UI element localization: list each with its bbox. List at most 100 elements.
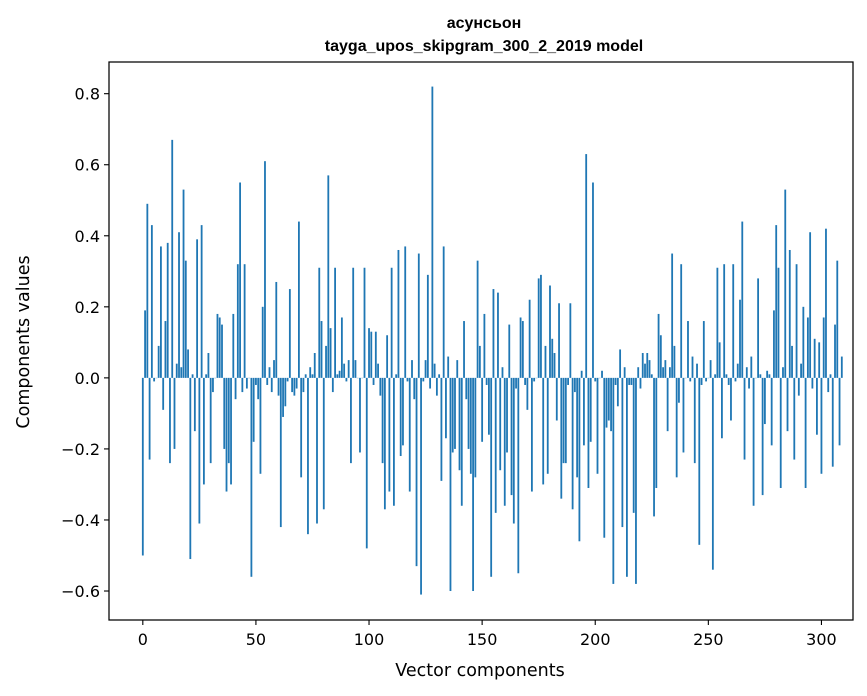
bar [741,221,744,378]
bar [370,331,373,378]
bar [517,377,520,574]
bar [553,353,556,378]
bar [363,267,366,378]
bar [193,377,196,432]
bar [160,246,162,378]
bar [345,377,348,382]
bar [641,353,644,378]
bar [766,370,769,378]
bar [655,377,658,488]
bar [644,363,646,378]
bar [279,377,282,528]
bar [567,377,569,385]
bar [293,377,296,396]
bar [714,374,717,378]
bar [148,377,151,460]
bar [797,377,800,396]
bar [488,377,490,435]
bar [141,377,144,556]
bar [763,377,766,425]
bar [485,377,488,385]
bar [298,221,300,378]
bar [519,317,522,378]
bar [784,189,787,378]
bar-series [141,86,843,595]
x-tick-label: 100 [354,630,385,649]
bar [745,367,748,378]
bar [585,154,588,378]
bar [275,281,278,378]
bar [494,377,497,513]
bar [415,377,418,567]
bar [653,377,655,517]
plot-area-frame [108,61,854,621]
bar [264,161,266,378]
bar [521,321,524,378]
bar [587,377,590,488]
bar [175,363,178,378]
bar [748,377,750,389]
bar [540,274,542,378]
bar [802,306,805,378]
bar [621,377,624,528]
bar [530,377,533,492]
bar [350,377,352,464]
bar [501,367,504,378]
bar [162,377,165,410]
bar [736,363,739,378]
y-tick-label: 0.2 [75,298,100,317]
bar [277,377,280,396]
bar [716,267,719,378]
bar [438,374,441,378]
bar [528,299,531,378]
bar [320,321,323,378]
bar [806,317,809,378]
bar [770,377,773,446]
bar [791,345,793,378]
bar [481,377,484,442]
bar [411,360,413,378]
bar [607,377,610,421]
bar [689,377,692,382]
bar [583,377,585,446]
bar [650,374,653,378]
bar [816,377,818,435]
bar [702,321,705,378]
bar [743,377,746,460]
bar [610,377,612,432]
bar [623,367,626,378]
bar [811,377,814,389]
bar [698,377,701,545]
bar [757,278,760,378]
y-tick-label: −0.4 [61,511,100,530]
bar [773,310,775,378]
bar [594,377,597,382]
bar [555,377,558,421]
bar [668,367,671,378]
bar [612,377,615,584]
bar [827,377,830,393]
y-tick-label: 0.0 [75,369,100,388]
bar [300,377,303,478]
bar [191,374,194,378]
bar [413,377,416,400]
bar [393,377,395,506]
bar [359,377,361,453]
bar [198,377,201,524]
bar [673,345,676,378]
bar [788,249,791,378]
bar [838,377,841,446]
bar [478,345,481,378]
bar [288,289,291,378]
bar [786,377,789,432]
bar [549,285,551,378]
bar [544,345,547,378]
bar [503,377,506,506]
bar [834,324,836,378]
bar [295,377,298,389]
bar [734,377,737,382]
bar [465,377,468,400]
bar [377,363,379,378]
bar [169,377,171,464]
